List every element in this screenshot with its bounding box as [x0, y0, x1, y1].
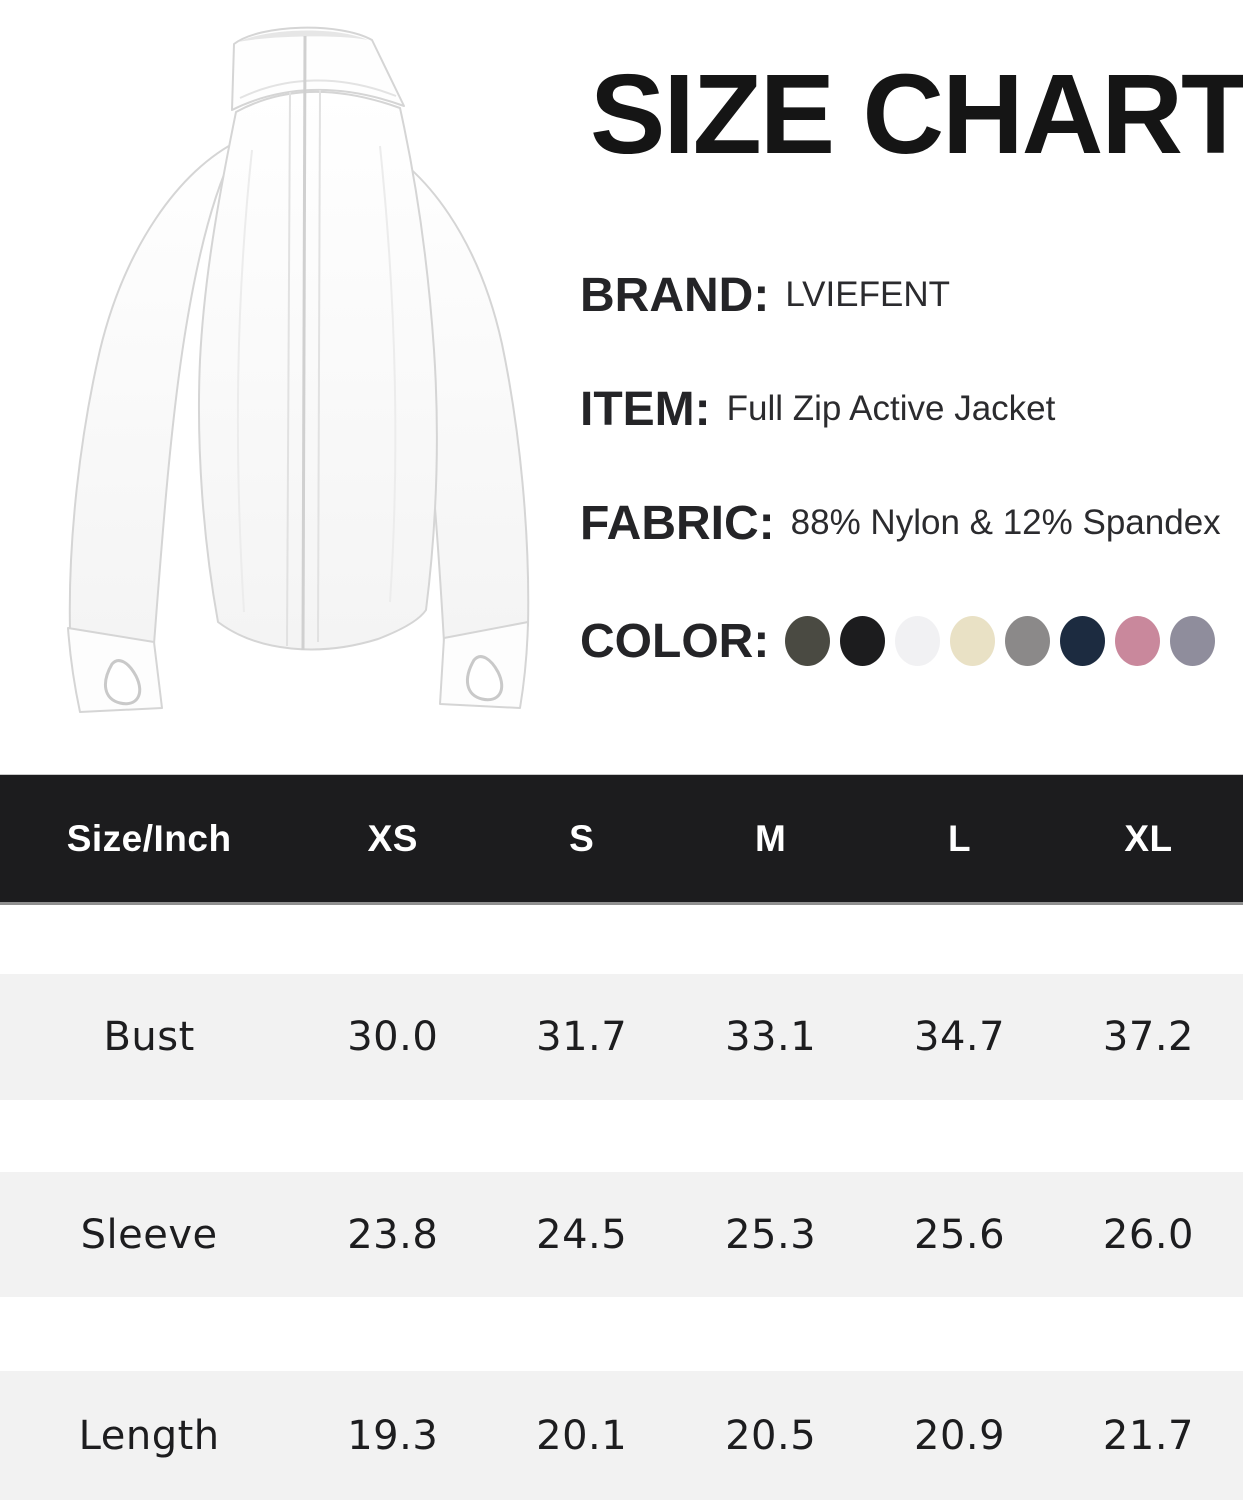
length-s: 20.1 — [536, 1412, 628, 1459]
color-swatch-purple-gray — [1170, 616, 1216, 666]
sleeve-m: 25.3 — [725, 1211, 817, 1258]
body-seam-right — [379, 145, 397, 603]
item-line: ITEM: Full Zip Active Jacket — [580, 378, 1055, 440]
row-label: Length — [78, 1412, 220, 1459]
table-row-sleeve: Sleeve 23.8 24.5 25.3 25.6 26.0 — [0, 1172, 1243, 1297]
jacket-body — [197, 90, 438, 651]
size-table-header-row: Size/Inch XS S M L XL — [0, 774, 1243, 905]
brand-line: BRAND: LVIEFENT — [580, 264, 950, 326]
color-swatch-army-green — [785, 616, 831, 666]
item-label: ITEM: — [580, 382, 711, 436]
body-seam-left — [236, 149, 253, 613]
bust-l: 34.7 — [914, 1014, 1006, 1060]
color-label: COLOR: — [580, 614, 770, 668]
sleeve-xl: 26.0 — [1102, 1211, 1194, 1258]
zipper-placket-left — [286, 91, 291, 647]
header-cell-l: L — [947, 817, 972, 859]
color-line: COLOR: — [580, 610, 1216, 672]
header-cell-m: M — [754, 817, 787, 859]
color-swatch-row — [785, 616, 1216, 666]
length-l: 20.9 — [914, 1412, 1006, 1459]
sleeve-s: 24.5 — [536, 1211, 628, 1258]
collar-stitch-line — [239, 79, 397, 99]
header-cell-size-inch: Size/Inch — [66, 817, 232, 859]
color-swatch-black — [840, 616, 886, 666]
jacket-collar — [231, 26, 405, 111]
fabric-value: 88% Nylon & 12% Spandex — [790, 503, 1221, 542]
color-swatch-navy — [1060, 616, 1106, 666]
bust-m: 33.1 — [725, 1014, 817, 1060]
bust-xs: 30.0 — [347, 1014, 439, 1060]
brand-value: LVIEFENT — [785, 275, 950, 314]
table-row-bust: Bust 30.0 31.7 33.1 34.7 37.2 — [0, 974, 1243, 1100]
color-swatch-gray — [1005, 616, 1051, 666]
length-xl: 21.7 — [1102, 1412, 1194, 1459]
header-cell-xs: XS — [367, 817, 418, 859]
fabric-line: FABRIC: 88% Nylon & 12% Spandex — [580, 492, 1221, 554]
bust-s: 31.7 — [536, 1014, 628, 1060]
table-row-length: Length 19.3 20.1 20.5 20.9 21.7 — [0, 1371, 1243, 1500]
row-label: Bust — [103, 1014, 195, 1060]
length-xs: 19.3 — [347, 1412, 439, 1459]
item-value: Full Zip Active Jacket — [726, 389, 1056, 428]
jacket-graphic — [67, 26, 530, 713]
jacket-product-image — [28, 0, 553, 715]
fabric-label: FABRIC: — [580, 496, 775, 550]
color-swatch-beige — [950, 616, 996, 666]
sleeve-l: 25.6 — [914, 1211, 1006, 1258]
color-swatch-pink — [1115, 616, 1161, 666]
zipper-icon — [301, 35, 307, 651]
header-cell-s: S — [569, 817, 595, 859]
length-m: 20.5 — [725, 1412, 817, 1459]
sleeve-xs: 23.8 — [347, 1211, 439, 1258]
brand-label: BRAND: — [580, 268, 770, 322]
bust-xl: 37.2 — [1102, 1014, 1194, 1060]
color-swatch-white — [895, 616, 941, 666]
zipper-placket-right — [317, 89, 321, 643]
left-thumbhole-icon — [103, 659, 142, 706]
row-label: Sleeve — [80, 1211, 218, 1258]
header-cell-xl: XL — [1124, 817, 1173, 859]
collar-opening-shadow — [238, 30, 368, 42]
right-thumbhole-icon — [465, 655, 504, 702]
page-title: SIZE CHART — [590, 51, 1243, 177]
